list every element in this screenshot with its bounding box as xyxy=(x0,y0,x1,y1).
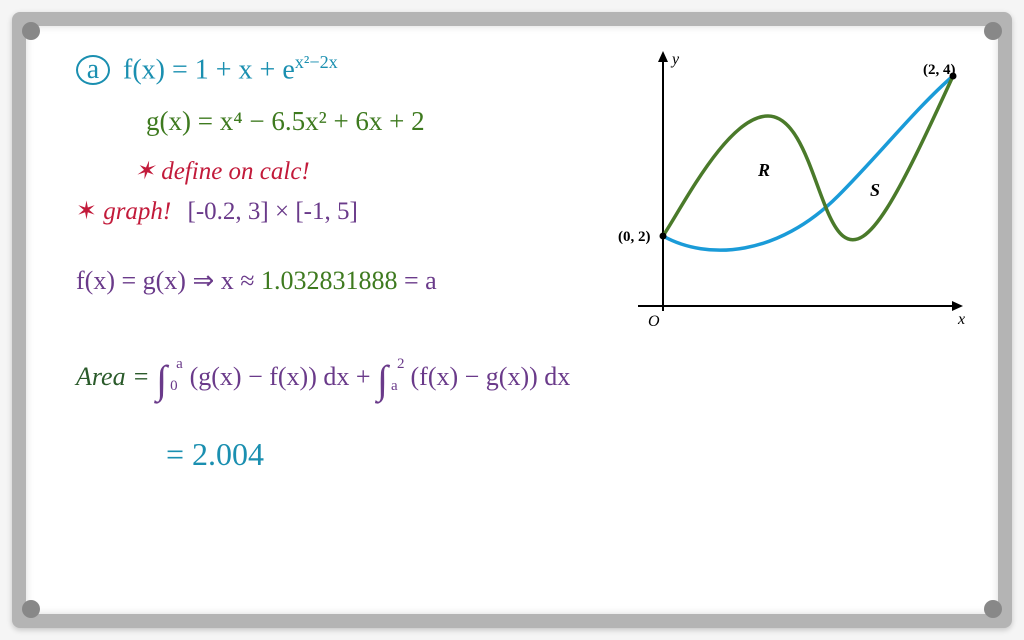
graph-window: [-0.2, 3] × [-1, 5] xyxy=(188,198,358,225)
arrowhead-icon xyxy=(658,51,668,62)
star-icon: ✶ xyxy=(76,198,103,225)
corner-screw xyxy=(22,600,40,618)
line-area-integral: Area = ∫ a 0 (g(x) − f(x)) dx + ∫ 2 a (f… xyxy=(76,356,570,403)
line-intersection: f(x) = g(x) ⇒ x ≈ 1.032831888 = a xyxy=(76,266,437,296)
point-left xyxy=(660,233,667,240)
region-s-label: S xyxy=(870,180,880,200)
int1-lower: 0 xyxy=(170,378,178,395)
area-result: = 2.004 xyxy=(166,436,264,472)
note-define: ✶ define on calc! xyxy=(134,156,310,186)
graph-panel: y x O (0, 2) (2, 4) R S xyxy=(618,46,968,346)
origin-label: O xyxy=(648,313,660,330)
integral-sign-icon: ∫ xyxy=(156,357,167,402)
note-graph-window: ✶ graph! [-0.2, 3] × [-1, 5] xyxy=(76,196,358,226)
graph-svg: y x O (0, 2) (2, 4) R S xyxy=(618,46,968,346)
part-label: a xyxy=(76,55,110,85)
y-axis-label: y xyxy=(670,51,680,68)
solve-lhs: f(x) = g(x) ⇒ x ≈ xyxy=(76,266,261,295)
g-curve xyxy=(663,76,953,240)
line-f-definition: a f(x) = 1 + x + ex²−2x xyxy=(76,52,338,86)
whiteboard-surface: a f(x) = 1 + x + ex²−2x g(x) = x⁴ − 6.5x… xyxy=(56,46,968,594)
g-expression: g(x) = x⁴ − 6.5x² + 6x + 2 xyxy=(146,106,425,136)
line-result: = 2.004 xyxy=(166,436,264,473)
corner-screw xyxy=(22,22,40,40)
int1-upper: a xyxy=(176,356,183,373)
solve-value: 1.032831888 xyxy=(261,266,398,295)
region-r-label: R xyxy=(757,160,770,180)
corner-screw xyxy=(984,22,1002,40)
integral-1: ∫ a 0 xyxy=(156,362,173,391)
int2-upper: 2 xyxy=(397,356,405,373)
corner-screw xyxy=(984,600,1002,618)
integral-2: ∫ 2 a xyxy=(377,362,394,391)
f-exponent: x²−2x xyxy=(295,52,338,72)
f-expression: f(x) = 1 + x + e xyxy=(123,54,295,85)
integrand-1: (g(x) − f(x)) dx xyxy=(190,362,350,391)
star-icon: ✶ xyxy=(134,158,161,185)
solve-suffix: = a xyxy=(404,266,437,295)
line-g-definition: g(x) = x⁴ − 6.5x² + 6x + 2 xyxy=(146,106,425,137)
point-right-label: (2, 4) xyxy=(923,62,956,78)
integral-sign-icon: ∫ xyxy=(377,357,388,402)
point-left-label: (0, 2) xyxy=(618,229,651,245)
x-axis-label: x xyxy=(957,311,965,328)
plus-sign: + xyxy=(356,362,377,391)
int2-lower: a xyxy=(391,378,398,395)
graph-prefix: graph! xyxy=(103,198,171,225)
area-label: Area = xyxy=(76,362,156,391)
whiteboard-frame: a f(x) = 1 + x + ex²−2x g(x) = x⁴ − 6.5x… xyxy=(12,12,1012,628)
integrand-2: (f(x) − g(x)) dx xyxy=(411,362,571,391)
arrowhead-icon xyxy=(952,301,963,311)
